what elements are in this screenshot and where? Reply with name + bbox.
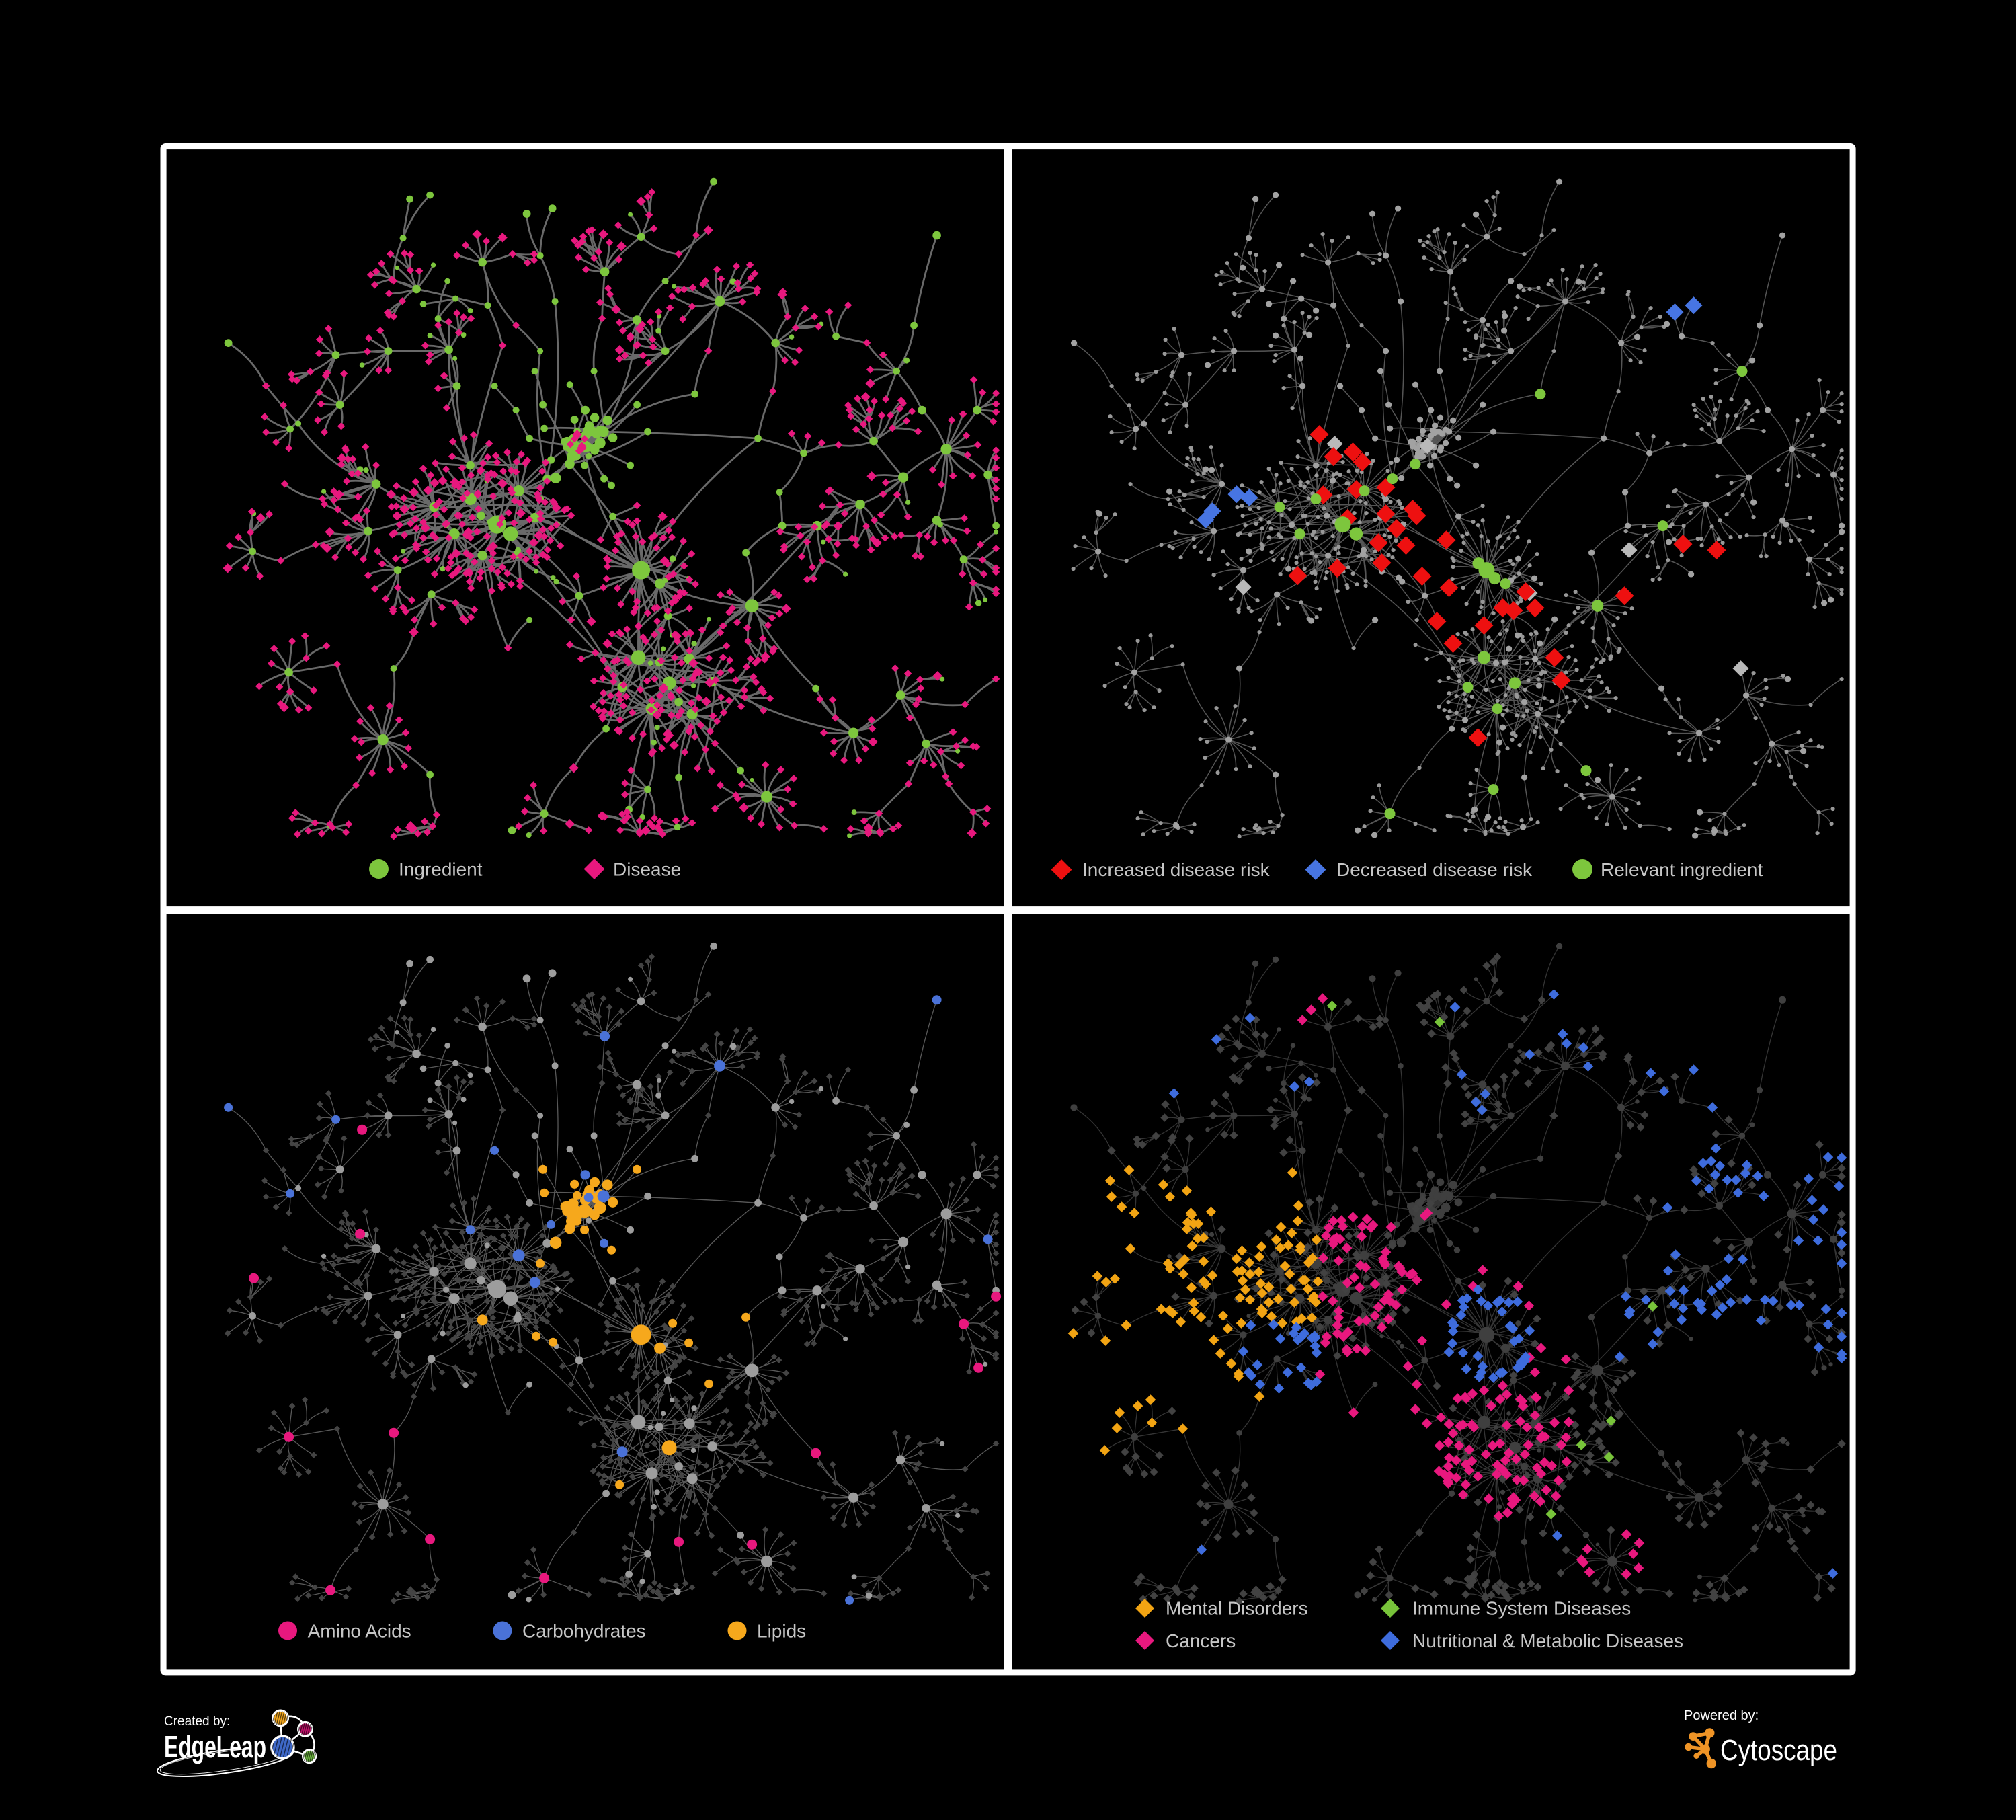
svg-text:Decreased disease risk: Decreased disease risk xyxy=(1336,859,1533,880)
svg-text:Increased disease risk: Increased disease risk xyxy=(1082,859,1271,880)
svg-text:Amino Acids: Amino Acids xyxy=(308,1621,411,1642)
svg-text:EdgeLeap: EdgeLeap xyxy=(164,1729,266,1764)
svg-text:Ingredient: Ingredient xyxy=(399,859,483,880)
svg-text:Carbohydrates: Carbohydrates xyxy=(522,1621,646,1642)
svg-text:Relevant ingredient: Relevant ingredient xyxy=(1601,859,1763,880)
svg-text:Lipids: Lipids xyxy=(757,1621,806,1642)
svg-text:Cytoscape: Cytoscape xyxy=(1720,1734,1837,1767)
svg-text:Disease: Disease xyxy=(613,859,681,880)
svg-text:Cancers: Cancers xyxy=(1166,1630,1236,1651)
svg-text:Created by:: Created by: xyxy=(164,1714,230,1729)
svg-text:Powered by:: Powered by: xyxy=(1684,1708,1759,1723)
svg-text:Immune System Diseases: Immune System Diseases xyxy=(1412,1598,1631,1619)
svg-text:Nutritional & Metabolic Diseas: Nutritional & Metabolic Diseases xyxy=(1412,1630,1683,1651)
svg-text:Mental Disorders: Mental Disorders xyxy=(1166,1598,1308,1619)
